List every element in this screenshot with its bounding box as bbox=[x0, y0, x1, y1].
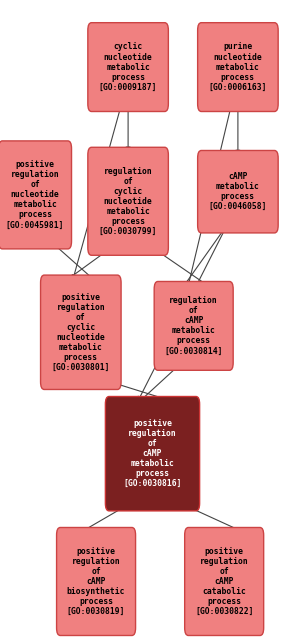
Text: cyclic
nucleotide
metabolic
process
[GO:0009187]: cyclic nucleotide metabolic process [GO:… bbox=[99, 43, 157, 91]
Text: positive
regulation
of
cAMP
metabolic
process
[GO:0030816]: positive regulation of cAMP metabolic pr… bbox=[123, 419, 182, 488]
Text: positive
regulation
of
cAMP
biosynthetic
process
[GO:0030819]: positive regulation of cAMP biosynthetic… bbox=[67, 547, 125, 616]
FancyBboxPatch shape bbox=[185, 528, 264, 635]
FancyBboxPatch shape bbox=[198, 22, 278, 111]
FancyBboxPatch shape bbox=[0, 141, 71, 249]
Text: positive
regulation
of
cAMP
catabolic
process
[GO:0030822]: positive regulation of cAMP catabolic pr… bbox=[195, 547, 253, 616]
FancyBboxPatch shape bbox=[154, 281, 233, 371]
FancyBboxPatch shape bbox=[57, 528, 135, 635]
Text: purine
nucleotide
metabolic
process
[GO:0006163]: purine nucleotide metabolic process [GO:… bbox=[209, 43, 267, 91]
Text: positive
regulation
of
nucleotide
metabolic
process
[GO:0045981]: positive regulation of nucleotide metabo… bbox=[6, 160, 64, 229]
FancyBboxPatch shape bbox=[106, 396, 200, 511]
FancyBboxPatch shape bbox=[198, 151, 278, 233]
Text: positive
regulation
of
cyclic
nucleotide
metabolic
process
[GO:0030801]: positive regulation of cyclic nucleotide… bbox=[52, 293, 110, 372]
FancyBboxPatch shape bbox=[88, 22, 168, 111]
Text: regulation
of
cAMP
metabolic
process
[GO:0030814]: regulation of cAMP metabolic process [GO… bbox=[164, 296, 223, 355]
FancyBboxPatch shape bbox=[41, 275, 121, 390]
FancyBboxPatch shape bbox=[88, 147, 168, 255]
Text: regulation
of
cyclic
nucleotide
metabolic
process
[GO:0030799]: regulation of cyclic nucleotide metaboli… bbox=[99, 167, 157, 236]
Text: cAMP
metabolic
process
[GO:0046058]: cAMP metabolic process [GO:0046058] bbox=[209, 172, 267, 212]
